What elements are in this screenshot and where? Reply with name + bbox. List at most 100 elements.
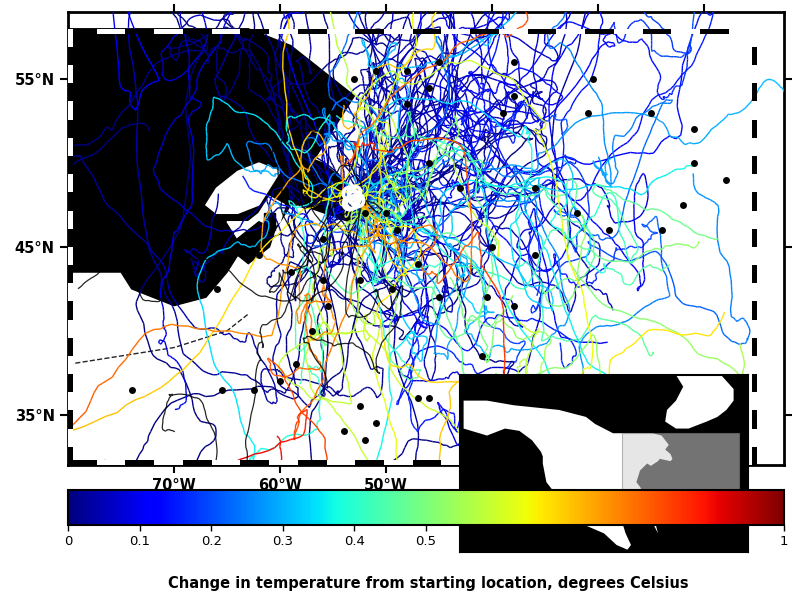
Bar bbox=[68, 247, 74, 265]
Bar bbox=[68, 156, 74, 174]
Bar bbox=[68, 119, 74, 138]
Bar bbox=[384, 29, 413, 34]
Bar bbox=[68, 410, 74, 428]
Bar bbox=[752, 265, 758, 283]
Bar bbox=[752, 374, 758, 392]
Bar bbox=[556, 29, 585, 34]
Bar bbox=[499, 29, 528, 34]
Bar bbox=[642, 29, 671, 34]
Bar bbox=[384, 460, 413, 465]
Bar bbox=[68, 301, 74, 320]
Bar bbox=[68, 283, 74, 301]
Bar bbox=[752, 101, 758, 119]
Bar bbox=[269, 460, 298, 465]
Bar bbox=[752, 447, 758, 465]
Bar bbox=[752, 119, 758, 138]
Bar bbox=[752, 283, 758, 301]
Bar bbox=[355, 460, 384, 465]
Bar bbox=[97, 460, 126, 465]
Bar bbox=[240, 29, 269, 34]
Bar bbox=[183, 29, 212, 34]
Bar bbox=[154, 29, 183, 34]
Bar bbox=[68, 229, 74, 247]
Bar bbox=[68, 374, 74, 392]
Bar bbox=[528, 29, 556, 34]
Bar bbox=[68, 101, 74, 119]
Bar bbox=[68, 356, 74, 374]
Polygon shape bbox=[665, 375, 734, 428]
Bar bbox=[642, 460, 671, 465]
Bar bbox=[68, 193, 74, 211]
Bar bbox=[499, 460, 528, 465]
Bar bbox=[556, 460, 585, 465]
Bar bbox=[68, 211, 74, 229]
Bar bbox=[269, 29, 298, 34]
Bar bbox=[68, 174, 74, 193]
Bar bbox=[585, 29, 614, 34]
Polygon shape bbox=[286, 155, 360, 222]
Bar bbox=[671, 460, 700, 465]
Bar bbox=[298, 460, 326, 465]
Bar bbox=[97, 29, 126, 34]
Bar bbox=[470, 29, 499, 34]
Bar bbox=[442, 29, 470, 34]
Bar bbox=[752, 320, 758, 338]
Bar bbox=[752, 193, 758, 211]
Bar bbox=[700, 29, 729, 34]
Bar bbox=[752, 83, 758, 101]
Bar bbox=[68, 29, 74, 47]
Bar bbox=[752, 47, 758, 65]
Bar bbox=[68, 392, 74, 410]
Bar bbox=[154, 460, 183, 465]
Bar bbox=[752, 229, 758, 247]
Bar bbox=[752, 211, 758, 229]
Bar bbox=[212, 29, 240, 34]
Polygon shape bbox=[206, 163, 280, 214]
Bar bbox=[585, 460, 614, 465]
Bar bbox=[68, 428, 74, 447]
Bar bbox=[614, 460, 642, 465]
Bar bbox=[68, 460, 97, 465]
Bar bbox=[700, 460, 729, 465]
Bar bbox=[68, 138, 74, 156]
Bar bbox=[68, 65, 74, 83]
Bar bbox=[240, 460, 269, 465]
Polygon shape bbox=[238, 222, 275, 263]
Text: Change in temperature from starting location, degrees Celsius: Change in temperature from starting loca… bbox=[168, 576, 688, 591]
Bar bbox=[528, 460, 556, 465]
Bar bbox=[752, 138, 758, 156]
Bar bbox=[126, 460, 154, 465]
Bar bbox=[752, 29, 758, 47]
Bar bbox=[442, 460, 470, 465]
Bar bbox=[68, 320, 74, 338]
Bar bbox=[752, 356, 758, 374]
Bar bbox=[729, 29, 758, 34]
Bar bbox=[752, 428, 758, 447]
Bar bbox=[752, 410, 758, 428]
Bar bbox=[326, 460, 355, 465]
Bar bbox=[298, 29, 326, 34]
Bar bbox=[752, 156, 758, 174]
Bar bbox=[752, 247, 758, 265]
Bar bbox=[729, 460, 758, 465]
Bar bbox=[326, 29, 355, 34]
Bar bbox=[126, 29, 154, 34]
Bar bbox=[752, 174, 758, 193]
Bar bbox=[614, 29, 642, 34]
Bar bbox=[622, 433, 739, 494]
Bar bbox=[183, 460, 212, 465]
Bar bbox=[470, 460, 499, 465]
Bar bbox=[413, 460, 442, 465]
Bar bbox=[68, 265, 74, 283]
Bar bbox=[752, 392, 758, 410]
Polygon shape bbox=[264, 214, 275, 230]
Bar bbox=[355, 29, 384, 34]
Bar bbox=[752, 301, 758, 320]
Bar bbox=[68, 29, 97, 34]
Bar bbox=[671, 29, 700, 34]
Bar bbox=[212, 460, 240, 465]
Bar bbox=[68, 447, 74, 465]
Polygon shape bbox=[463, 401, 672, 550]
Polygon shape bbox=[227, 197, 286, 238]
Polygon shape bbox=[68, 29, 354, 305]
